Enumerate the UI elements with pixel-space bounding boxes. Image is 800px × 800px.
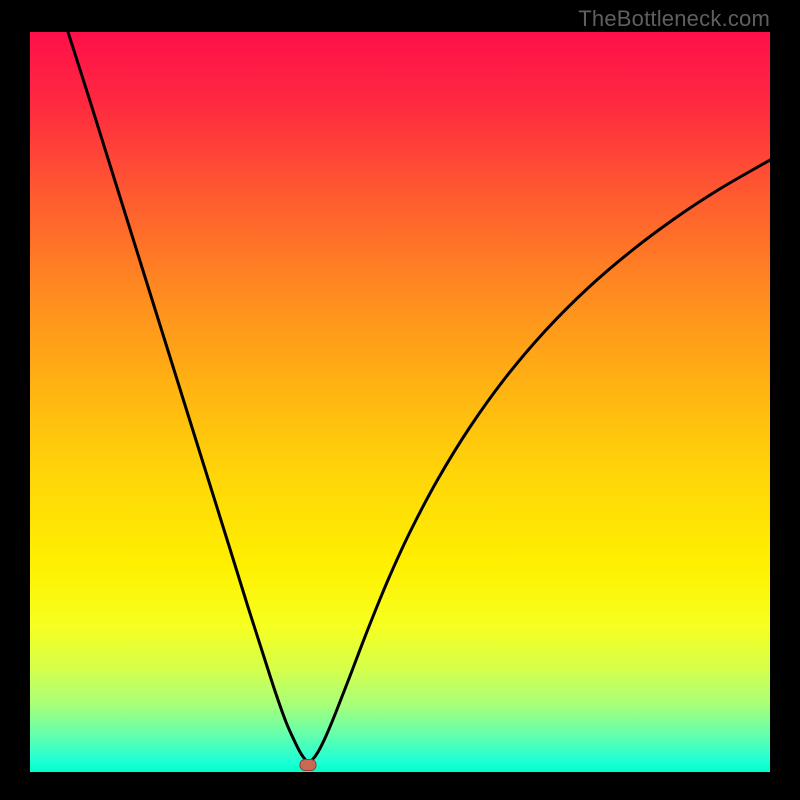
chart-frame: TheBottleneck.com — [0, 0, 800, 800]
bottleneck-curve-chart — [30, 32, 770, 772]
gradient-background — [30, 32, 770, 772]
watermark-text: TheBottleneck.com — [578, 6, 770, 32]
plot-area — [30, 32, 770, 772]
optimal-point-marker — [300, 760, 316, 771]
